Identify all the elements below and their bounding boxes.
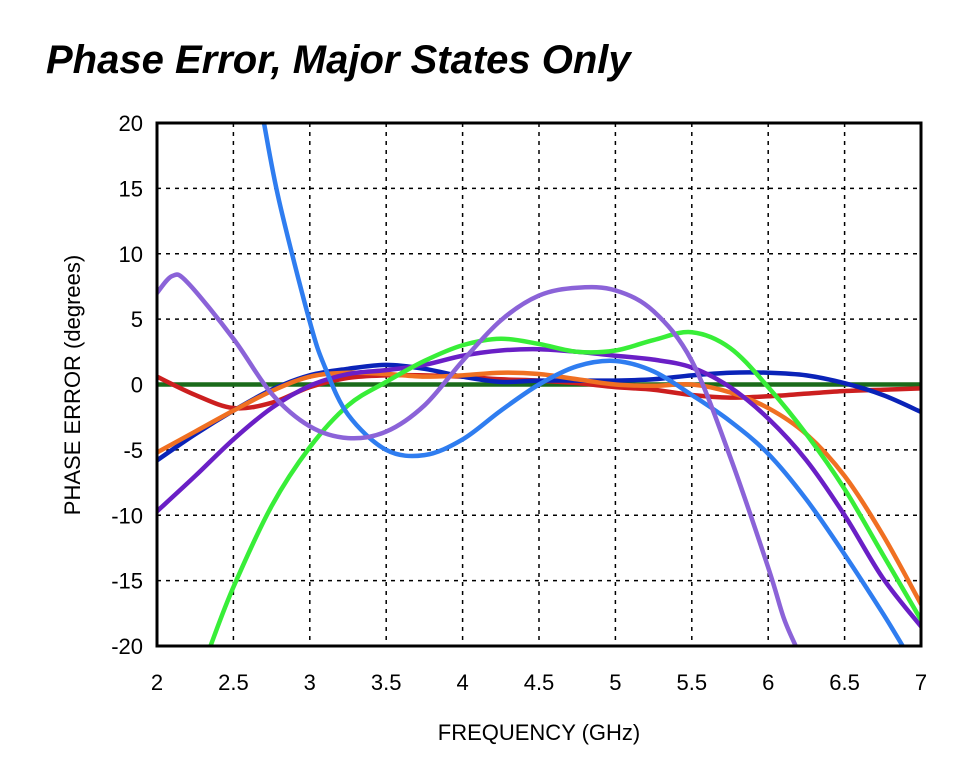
plot-frame <box>155 121 923 648</box>
y-axis-label: PHASE ERROR (degrees) <box>60 255 85 515</box>
x-tick-label: 2.5 <box>218 670 249 695</box>
x-tick-label: 5.5 <box>677 670 708 695</box>
x-axis-label: FREQUENCY (GHz) <box>438 720 641 745</box>
y-tick-label: -10 <box>111 503 143 528</box>
series-line-5 <box>157 346 921 629</box>
y-tick-label: 15 <box>119 176 143 201</box>
x-tick-label: 3 <box>304 670 316 695</box>
x-tick-label: 7 <box>915 670 927 695</box>
y-tick-label: -15 <box>111 569 143 594</box>
x-tick-label: 5 <box>609 670 621 695</box>
y-tick-label: -5 <box>123 438 143 463</box>
series-line-8 <box>157 272 798 646</box>
tick-labels: 2 2.5 3 3.5 4 4.5 5 5.5 6 6.5 7 20 15 10 5 0 -5 -10 -15 -20 <box>111 111 927 695</box>
series-lines <box>157 123 921 646</box>
x-tick-label: 4 <box>456 670 468 695</box>
chart-title: Phase Error, Major States Only <box>46 38 631 82</box>
x-tick-label: 2 <box>151 670 163 695</box>
x-tick-label: 3.5 <box>371 670 402 695</box>
series-line-7 <box>261 123 905 646</box>
y-tick-label: 0 <box>131 373 143 398</box>
y-tick-label: 5 <box>131 307 143 332</box>
y-tick-label: 20 <box>119 111 143 136</box>
series-line-6 <box>208 329 921 646</box>
x-tick-label: 6 <box>762 670 774 695</box>
x-tick-label: 4.5 <box>524 670 555 695</box>
x-tick-label: 6.5 <box>829 670 860 695</box>
y-tick-label: 10 <box>119 242 143 267</box>
y-tick-label: -20 <box>111 634 143 659</box>
